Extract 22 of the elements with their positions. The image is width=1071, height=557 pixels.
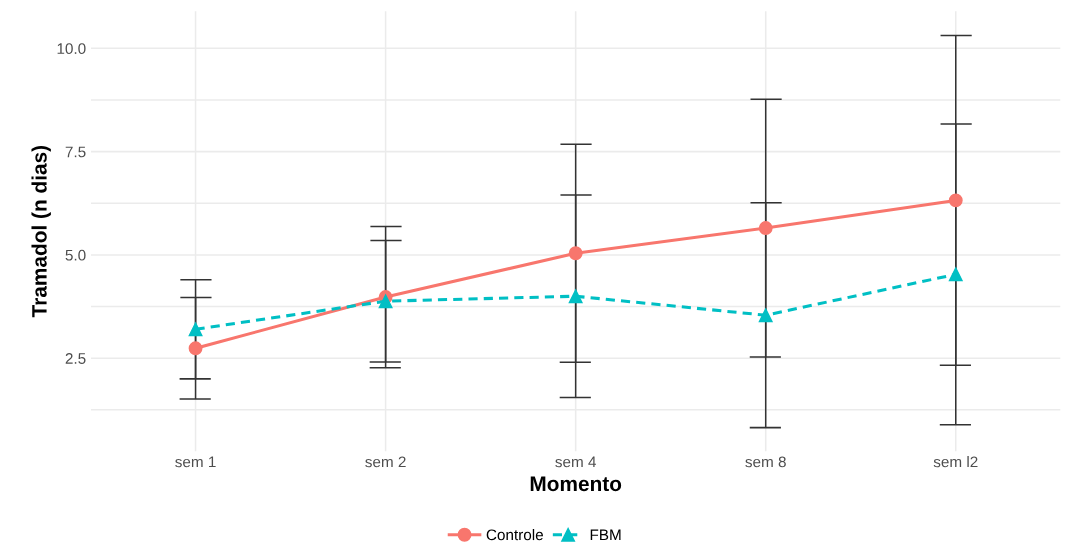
point xyxy=(758,308,773,323)
x-tick-label: sem 2 xyxy=(365,456,406,468)
y-axis-title: Tramadol (n dias) xyxy=(31,145,51,318)
point xyxy=(948,267,963,282)
point xyxy=(188,322,203,337)
point xyxy=(568,246,583,261)
point xyxy=(568,289,583,304)
y-tick-label: 10.0 xyxy=(57,43,86,55)
y-tick-label: 7.5 xyxy=(65,146,86,158)
y-tick-label: 2.5 xyxy=(65,353,86,364)
point xyxy=(188,341,203,356)
legend-label: FBM xyxy=(590,529,621,541)
x-tick-label: sem 8 xyxy=(745,456,786,468)
legend-label: Controle xyxy=(486,529,543,541)
x-tick-label: sem 4 xyxy=(555,456,597,468)
x-tick-label: sem l2 xyxy=(933,456,978,468)
point xyxy=(758,221,773,236)
x-axis-title: Momento xyxy=(530,476,622,492)
point xyxy=(378,294,393,309)
x-tick-label: sem 1 xyxy=(175,456,216,468)
y-tick-label: 5.0 xyxy=(65,249,86,261)
point xyxy=(948,193,963,208)
